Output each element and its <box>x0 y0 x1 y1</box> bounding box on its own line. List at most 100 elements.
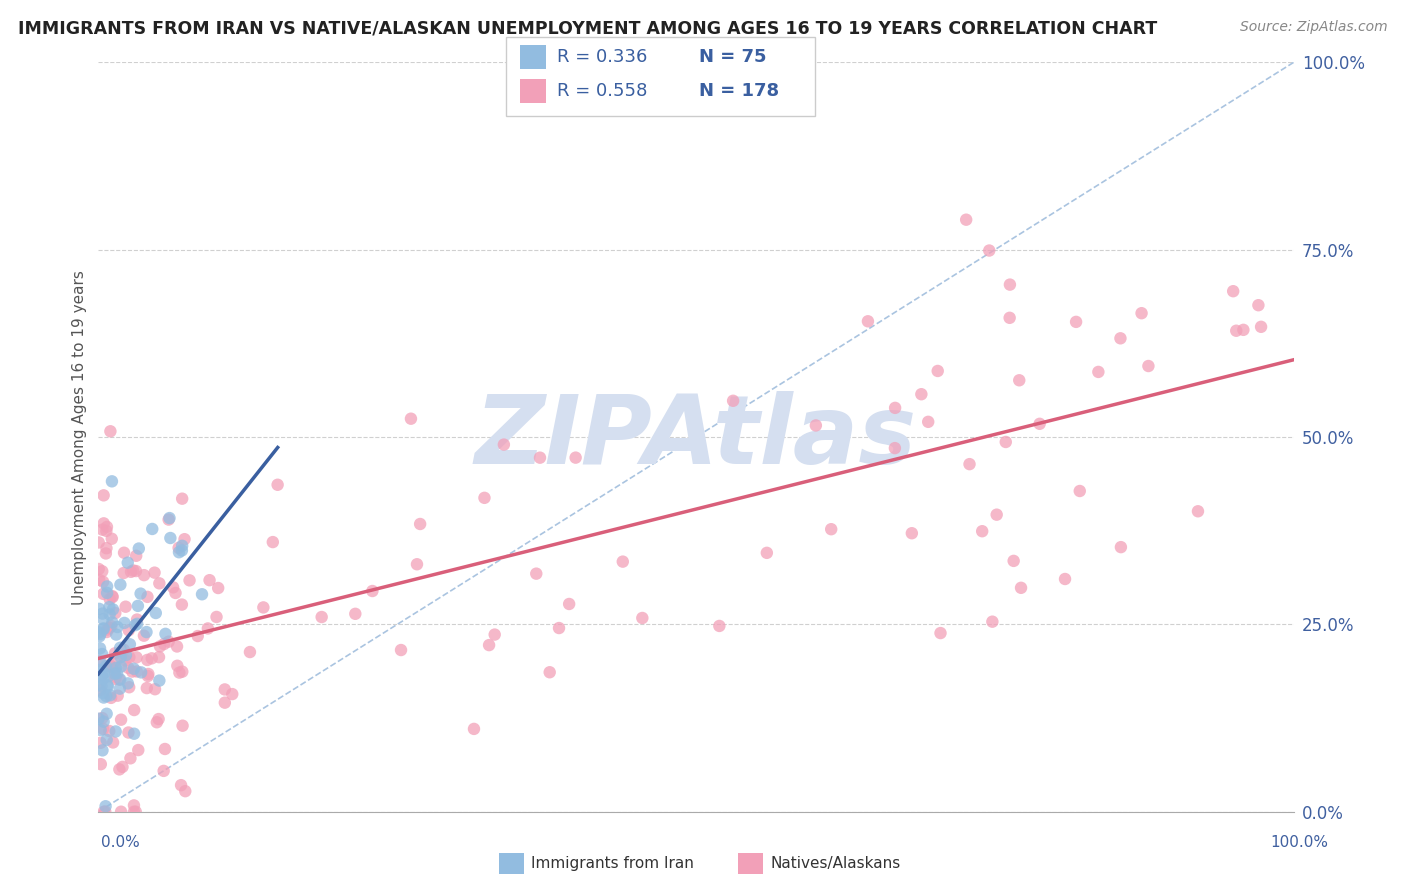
Point <box>104 661 127 675</box>
Point <box>100 532 122 546</box>
Point <box>927 364 949 378</box>
Point <box>98 621 121 635</box>
Point <box>167 541 190 555</box>
Point <box>129 665 152 680</box>
Point <box>90 657 112 672</box>
Point <box>170 543 193 558</box>
Point <box>122 805 145 819</box>
Point <box>484 627 506 641</box>
Text: ZIPAtlas: ZIPAtlas <box>475 391 917 483</box>
Point <box>141 522 163 536</box>
Point <box>344 607 367 621</box>
Point <box>558 597 581 611</box>
Point <box>100 690 122 705</box>
Point <box>994 434 1017 449</box>
Point <box>148 673 170 688</box>
Point <box>166 640 188 654</box>
Text: Natives/Alaskans: Natives/Alaskans <box>770 856 901 871</box>
Point <box>98 600 121 615</box>
Point <box>136 653 159 667</box>
Point <box>89 602 111 616</box>
Point <box>1247 298 1270 312</box>
Point <box>91 607 114 621</box>
Point <box>129 586 152 600</box>
Point <box>564 450 586 465</box>
Point <box>91 564 114 578</box>
Point <box>96 625 118 640</box>
Point <box>170 778 193 792</box>
Point <box>820 522 842 536</box>
Point <box>389 643 412 657</box>
Point <box>1109 540 1132 554</box>
Point <box>197 622 219 636</box>
Point <box>1225 324 1247 338</box>
Point <box>152 764 174 778</box>
Point <box>884 401 907 415</box>
Point <box>631 611 654 625</box>
Point <box>135 625 157 640</box>
Point <box>120 751 142 765</box>
Point <box>93 690 115 705</box>
Point <box>172 719 194 733</box>
Point <box>91 612 114 626</box>
Point <box>118 637 141 651</box>
Point <box>266 477 288 491</box>
Point <box>127 599 149 613</box>
Point <box>127 616 149 631</box>
Point <box>105 620 128 634</box>
Point <box>979 244 1001 258</box>
Point <box>172 491 194 506</box>
Point <box>118 680 141 694</box>
Point <box>108 640 131 655</box>
Point <box>917 415 939 429</box>
Point <box>125 549 148 563</box>
Point <box>118 624 141 638</box>
Point <box>122 662 145 676</box>
Point <box>87 535 110 549</box>
Point <box>755 546 778 560</box>
Point <box>125 564 148 578</box>
Point <box>1028 417 1050 431</box>
Point <box>91 668 114 682</box>
Point <box>98 607 121 622</box>
Point <box>311 610 333 624</box>
Point <box>114 599 136 614</box>
Point <box>166 658 188 673</box>
Point <box>804 418 827 433</box>
Point <box>173 532 195 546</box>
Point <box>148 576 170 591</box>
Point <box>100 425 122 439</box>
Point <box>214 682 236 697</box>
Point <box>98 724 121 739</box>
Point <box>159 531 181 545</box>
Point <box>124 618 146 632</box>
Point <box>136 669 159 683</box>
Point <box>112 566 135 580</box>
Point <box>96 586 118 600</box>
Point <box>1069 483 1091 498</box>
Point <box>172 665 194 679</box>
Point <box>91 587 114 601</box>
Point <box>98 669 121 683</box>
Point <box>141 651 163 665</box>
Point <box>104 672 127 686</box>
Point <box>100 619 122 633</box>
Point <box>110 659 132 673</box>
Point <box>87 562 110 576</box>
Point <box>94 799 117 814</box>
Point <box>122 564 145 578</box>
Point <box>127 743 149 757</box>
Point <box>90 736 112 750</box>
Point <box>132 568 155 582</box>
Point <box>901 526 924 541</box>
Point <box>101 735 124 749</box>
Point <box>87 712 110 726</box>
Point <box>104 606 127 620</box>
Point <box>94 546 117 560</box>
Point <box>122 727 145 741</box>
Text: Immigrants from Iran: Immigrants from Iran <box>531 856 695 871</box>
Point <box>998 310 1021 325</box>
Point <box>463 722 485 736</box>
Point <box>1002 554 1025 568</box>
Point <box>406 558 429 572</box>
